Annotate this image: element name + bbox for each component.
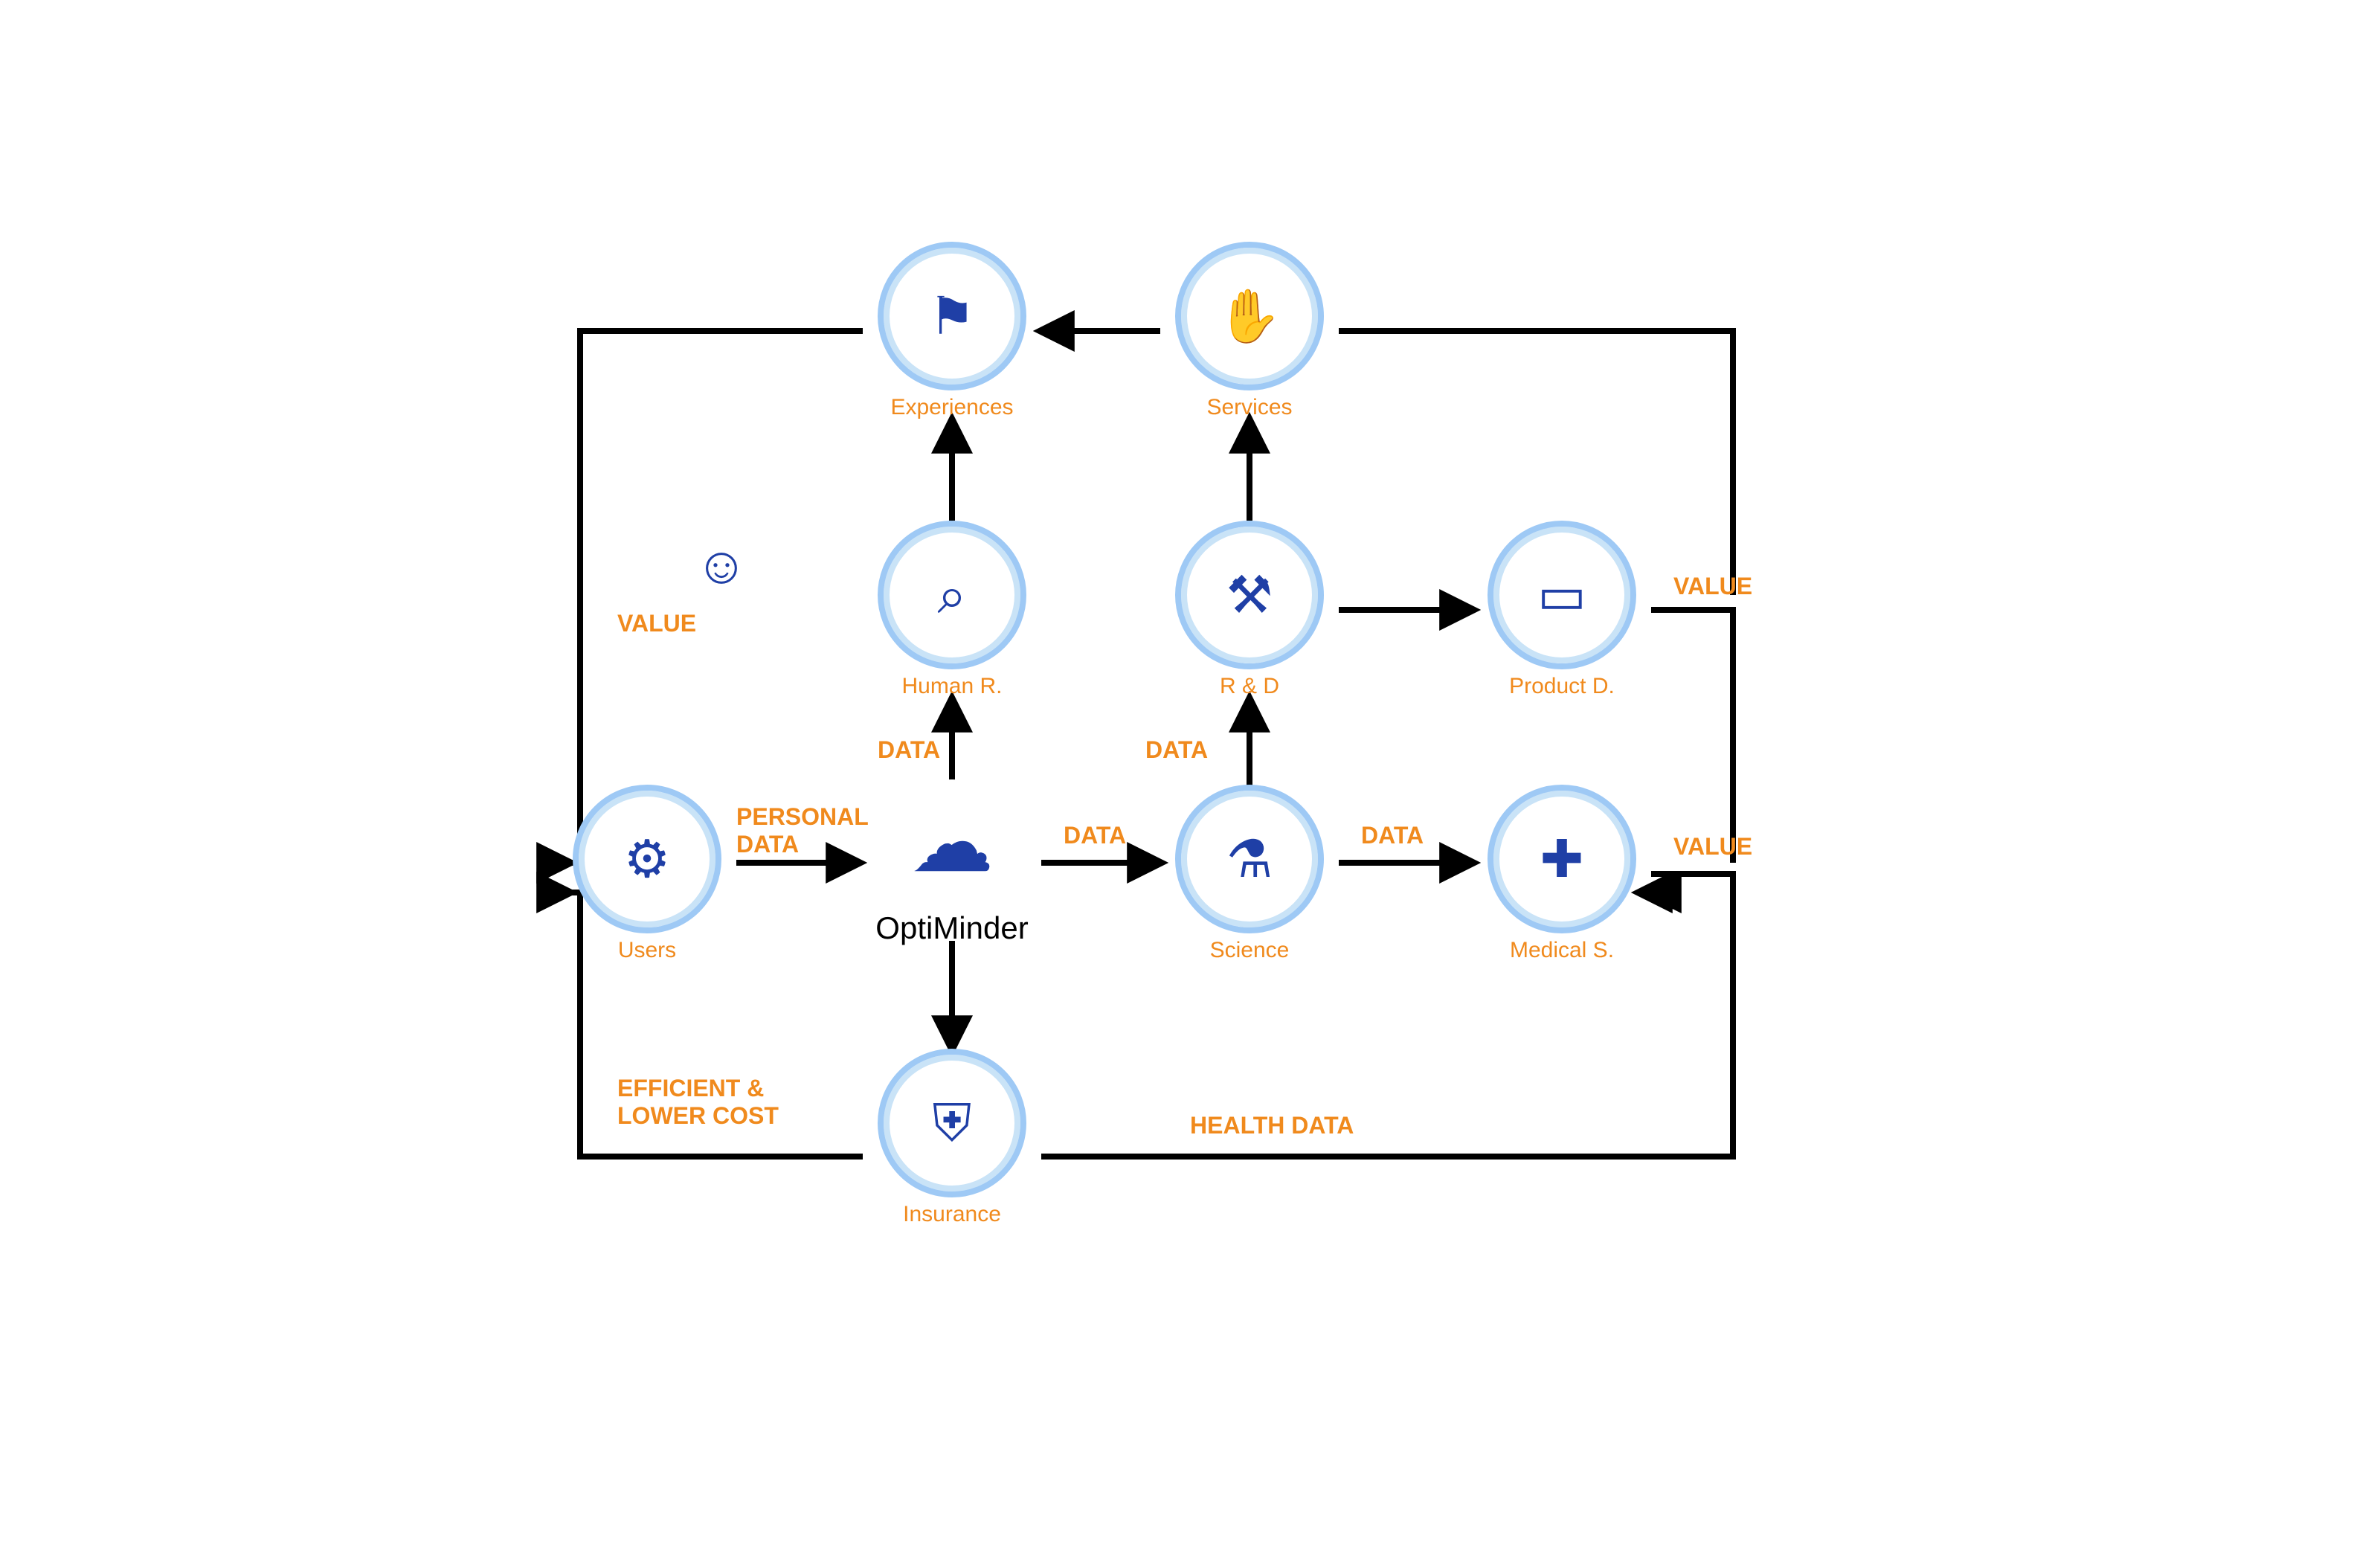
- edge-label: HEALTH DATA: [1190, 1112, 1354, 1139]
- node-label: Services: [1175, 395, 1324, 420]
- users-icon: ⚙: [624, 833, 671, 885]
- node-medical: ✚ Medical S.: [1488, 785, 1636, 963]
- node-label: Science: [1175, 938, 1324, 963]
- edge-label: DATA: [1145, 736, 1208, 764]
- edge-label: VALUE: [1673, 573, 1752, 600]
- node-label: Medical S.: [1488, 938, 1636, 963]
- edge-label: VALUE: [1673, 833, 1752, 861]
- node-productd: ▭ Product D.: [1488, 521, 1636, 699]
- node-circle: ▭: [1488, 521, 1636, 669]
- product-icon: ▭: [1537, 569, 1586, 621]
- node-label: OptiMinder: [870, 910, 1034, 946]
- node-circle: ✋: [1175, 242, 1324, 390]
- node-humanr: ⌕ Human R.: [878, 521, 1026, 699]
- node-services: ✋ Services: [1175, 242, 1324, 420]
- service-icon: ✋: [1217, 290, 1281, 342]
- node-users: ⚙ Users: [573, 785, 721, 963]
- edges-svg: [0, 0, 2380, 1547]
- node-circle: ✚: [1488, 785, 1636, 933]
- edge-productd-right: [1651, 610, 1733, 863]
- edge-medical-right: [1651, 874, 1733, 1157]
- node-label: Experiences: [878, 395, 1026, 420]
- node-label: R & D: [1175, 674, 1324, 699]
- scientist-icon: ⚗: [1226, 833, 1273, 885]
- node-science: ⚗ Science: [1175, 785, 1324, 963]
- edge-label: DATA: [878, 736, 940, 764]
- node-label: Insurance: [878, 1202, 1026, 1227]
- shield-icon: ⛨: [933, 1097, 972, 1149]
- node-experiences: ⚑ Experiences: [878, 242, 1026, 420]
- hr-icon: ⌕: [937, 569, 966, 621]
- edge-label: DATA: [1064, 822, 1126, 849]
- brain-icon: ☁: [910, 801, 994, 884]
- edge-label: PERSONAL DATA: [736, 803, 869, 858]
- node-circle: ⚒: [1175, 521, 1324, 669]
- node-rnd: ⚒ R & D: [1175, 521, 1324, 699]
- node-circle: ⌕: [878, 521, 1026, 669]
- node-circle: ⛨: [878, 1049, 1026, 1197]
- flag-icon: ⚑: [929, 290, 976, 342]
- node-circle: ☁: [870, 779, 1034, 906]
- edge-exp-to-users: [558, 331, 863, 863]
- edge-label: VALUE: [617, 610, 696, 637]
- node-optiminder: ☁ OptiMinder: [870, 779, 1034, 946]
- edge-label: EFFICIENT & LOWER COST: [617, 1075, 779, 1130]
- node-circle: ⚗: [1175, 785, 1324, 933]
- node-label: Product D.: [1488, 674, 1636, 699]
- face-icon: ☺: [695, 536, 747, 595]
- doctor-icon: ✚: [1540, 833, 1584, 885]
- edge-label: DATA: [1361, 822, 1424, 849]
- node-circle: ⚙: [573, 785, 721, 933]
- node-circle: ⚑: [878, 242, 1026, 390]
- node-label: Human R.: [878, 674, 1026, 699]
- node-insurance: ⛨ Insurance: [878, 1049, 1026, 1227]
- diagram-canvas: VALUE PERSONAL DATA DATA DATA DATA DATA VALUE V…: [0, 0, 2380, 1547]
- node-label: Users: [573, 938, 721, 963]
- lab-icon: ⚒: [1226, 569, 1273, 621]
